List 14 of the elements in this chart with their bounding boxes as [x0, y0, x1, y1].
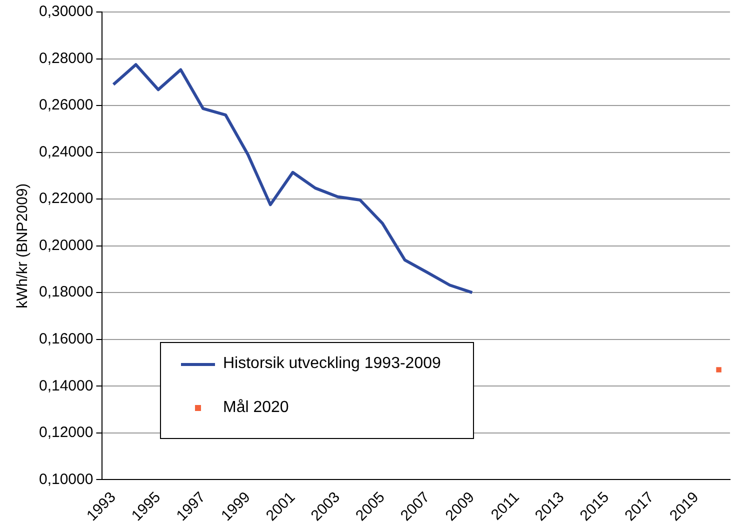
y-tick-label: 0,30000 — [38, 3, 94, 20]
y-tick-label: 0,26000 — [38, 96, 94, 114]
y-tick-label: 0,24000 — [38, 143, 94, 160]
y-tick-label: 0,10000 — [38, 470, 94, 488]
y-tick-label: 0,12000 — [38, 424, 94, 442]
legend-label: Mål 2020 — [223, 399, 289, 417]
y-tick-label: 0,16000 — [38, 330, 94, 348]
y-tick-label: 0,20000 — [38, 236, 94, 254]
y-tick-label: 0,18000 — [38, 284, 94, 301]
y-tick-label: 0,14000 — [38, 377, 94, 394]
legend-label: Historsik utveckling 1993-2009 — [223, 355, 441, 373]
y-tick-label: 0,22000 — [38, 190, 94, 208]
y-tick-label: 0,28000 — [38, 50, 94, 67]
y-axis-title: kWh/kr (BNP2009) — [14, 183, 32, 308]
